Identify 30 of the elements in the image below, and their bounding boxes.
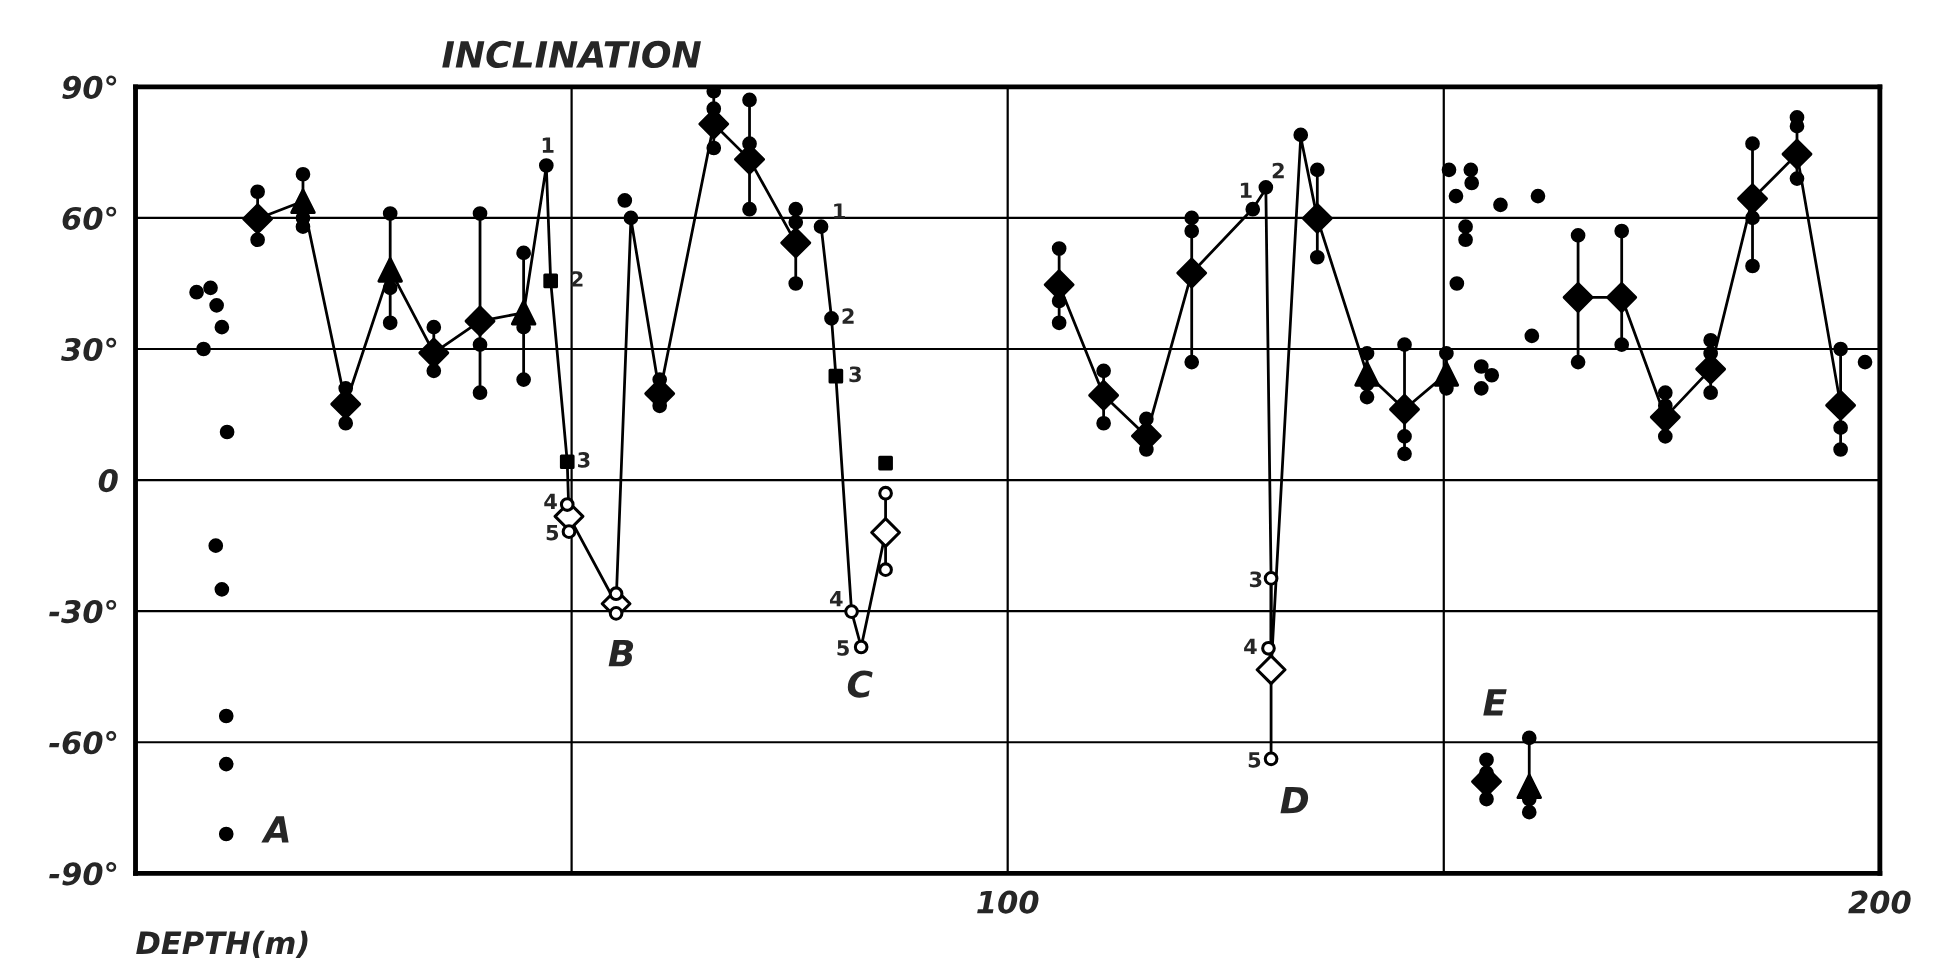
annotation: 1 xyxy=(834,203,845,219)
y-tick-label: 30° xyxy=(61,337,117,362)
annotation: 4 xyxy=(544,493,557,509)
x-tick-label: 200 xyxy=(1848,890,1911,914)
annotation: A xyxy=(261,816,289,843)
x-tick-label: 100 xyxy=(977,890,1039,914)
annotation: 3 xyxy=(849,366,861,383)
annotation: C xyxy=(847,670,873,698)
annotation: 3 xyxy=(578,452,590,468)
annotation: 1 xyxy=(1240,182,1252,198)
y-tick-label: 90° xyxy=(62,75,117,99)
annotation: B xyxy=(608,640,634,667)
annotation: 4 xyxy=(829,591,843,607)
annotation: 4 xyxy=(1244,638,1257,655)
annotation: 5 xyxy=(546,524,559,541)
y-tick-label: -90° xyxy=(49,862,117,886)
chart-title: INCLINATION xyxy=(442,40,701,69)
y-tick-label: 0 xyxy=(98,469,118,493)
annotation: 5 xyxy=(837,640,849,656)
y-tick-label: -60° xyxy=(49,730,117,755)
annotation: 3 xyxy=(1249,571,1262,588)
annotation: 2 xyxy=(1272,162,1284,179)
y-tick-label: -30° xyxy=(49,599,117,624)
annotation: 5 xyxy=(1248,752,1261,768)
annotation: 1 xyxy=(542,137,554,153)
x-axis-title: DEPTH(m) xyxy=(136,930,308,958)
annotation: D xyxy=(1280,786,1309,814)
annotation: E xyxy=(1483,689,1507,716)
annotation: 2 xyxy=(842,308,854,324)
y-tick-label: 60° xyxy=(62,206,117,230)
